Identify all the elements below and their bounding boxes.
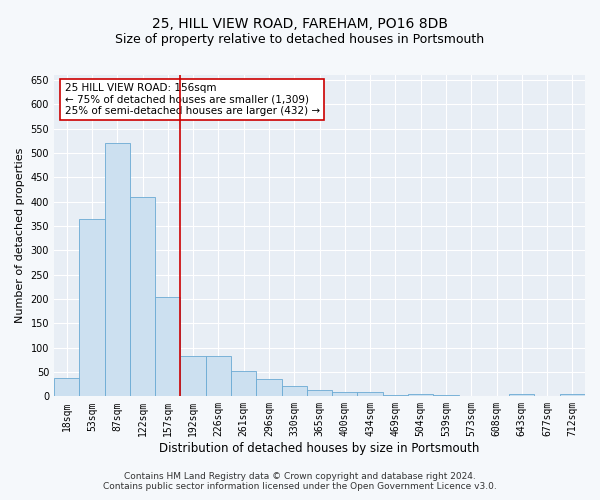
Bar xyxy=(560,394,585,396)
Bar xyxy=(281,386,307,396)
Text: 25 HILL VIEW ROAD: 156sqm
← 75% of detached houses are smaller (1,309)
25% of se: 25 HILL VIEW ROAD: 156sqm ← 75% of detac… xyxy=(65,83,320,116)
Bar xyxy=(408,394,433,396)
Text: Contains HM Land Registry data © Crown copyright and database right 2024.: Contains HM Land Registry data © Crown c… xyxy=(124,472,476,481)
Bar xyxy=(104,143,130,397)
Bar xyxy=(54,378,79,396)
Text: 25, HILL VIEW ROAD, FAREHAM, PO16 8DB: 25, HILL VIEW ROAD, FAREHAM, PO16 8DB xyxy=(152,18,448,32)
X-axis label: Distribution of detached houses by size in Portsmouth: Distribution of detached houses by size … xyxy=(160,442,480,455)
Bar xyxy=(155,296,181,396)
Bar xyxy=(231,371,256,396)
Bar xyxy=(130,196,155,396)
Bar xyxy=(332,392,358,396)
Bar xyxy=(79,218,104,396)
Bar xyxy=(206,356,231,397)
Bar xyxy=(181,356,206,397)
Bar xyxy=(256,380,281,396)
Text: Size of property relative to detached houses in Portsmouth: Size of property relative to detached ho… xyxy=(115,32,485,46)
Y-axis label: Number of detached properties: Number of detached properties xyxy=(15,148,25,324)
Bar xyxy=(509,394,535,396)
Bar xyxy=(307,390,332,396)
Text: Contains public sector information licensed under the Open Government Licence v3: Contains public sector information licen… xyxy=(103,482,497,491)
Bar xyxy=(358,392,383,396)
